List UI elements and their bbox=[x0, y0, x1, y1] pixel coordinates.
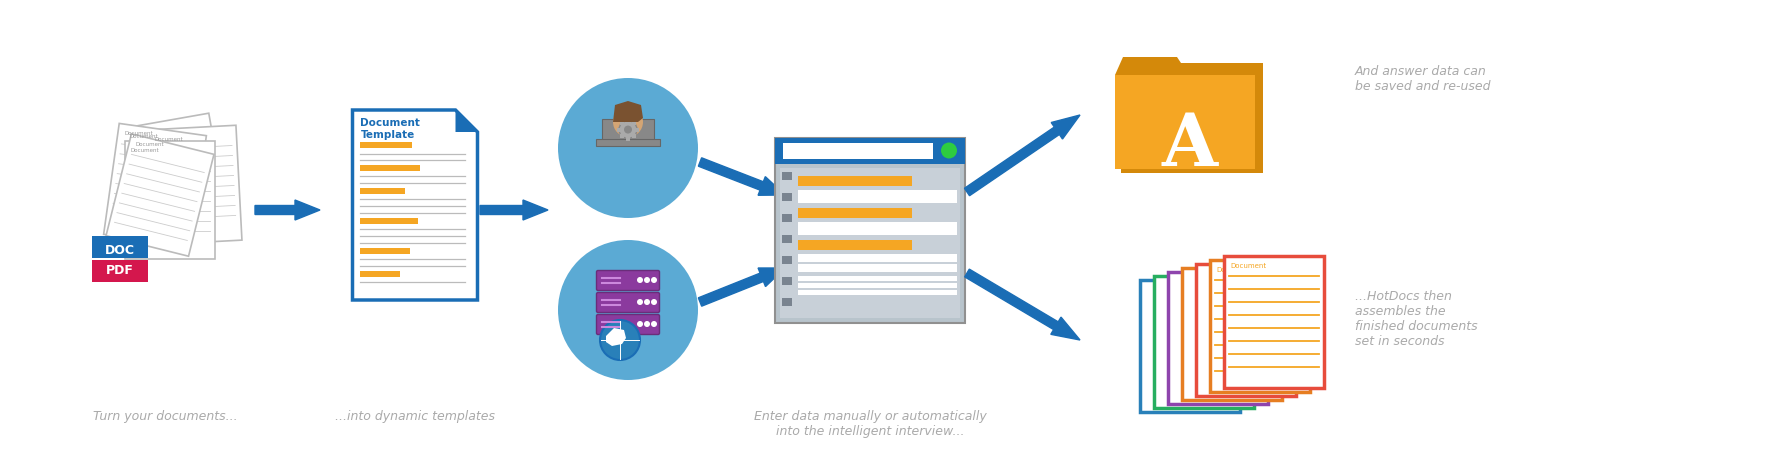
FancyBboxPatch shape bbox=[92, 236, 149, 258]
Text: And answer data can
be saved and re-used: And answer data can be saved and re-used bbox=[1355, 65, 1491, 93]
FancyBboxPatch shape bbox=[799, 208, 912, 218]
FancyBboxPatch shape bbox=[1224, 256, 1325, 388]
FancyBboxPatch shape bbox=[361, 271, 400, 277]
FancyBboxPatch shape bbox=[632, 134, 636, 138]
Circle shape bbox=[638, 277, 643, 283]
Circle shape bbox=[645, 277, 650, 283]
Text: Document: Document bbox=[154, 137, 182, 142]
FancyBboxPatch shape bbox=[799, 290, 956, 294]
Polygon shape bbox=[352, 110, 478, 300]
Text: ...HotDocs then
assembles the
finished documents
set in seconds: ...HotDocs then assembles the finished d… bbox=[1355, 290, 1477, 348]
FancyBboxPatch shape bbox=[779, 167, 960, 318]
FancyBboxPatch shape bbox=[149, 125, 243, 245]
Polygon shape bbox=[613, 101, 643, 122]
FancyBboxPatch shape bbox=[361, 248, 411, 254]
Text: Turn your documents...: Turn your documents... bbox=[92, 410, 237, 423]
Circle shape bbox=[623, 126, 632, 134]
FancyBboxPatch shape bbox=[632, 121, 636, 125]
FancyBboxPatch shape bbox=[799, 264, 956, 272]
Polygon shape bbox=[698, 158, 785, 195]
Text: PDF: PDF bbox=[106, 264, 135, 277]
FancyBboxPatch shape bbox=[776, 137, 965, 164]
Text: DOC: DOC bbox=[104, 244, 135, 256]
FancyBboxPatch shape bbox=[783, 192, 792, 201]
Circle shape bbox=[645, 299, 650, 305]
FancyBboxPatch shape bbox=[361, 188, 406, 194]
Polygon shape bbox=[255, 200, 321, 220]
Text: Document: Document bbox=[124, 131, 152, 136]
Polygon shape bbox=[698, 268, 785, 306]
Polygon shape bbox=[1121, 63, 1263, 173]
Polygon shape bbox=[606, 328, 625, 346]
FancyBboxPatch shape bbox=[625, 137, 630, 141]
Circle shape bbox=[600, 320, 639, 360]
Polygon shape bbox=[965, 269, 1080, 340]
Circle shape bbox=[638, 321, 643, 327]
FancyBboxPatch shape bbox=[799, 275, 956, 281]
FancyBboxPatch shape bbox=[783, 143, 933, 158]
FancyBboxPatch shape bbox=[1169, 272, 1268, 404]
FancyBboxPatch shape bbox=[1210, 260, 1311, 392]
Text: Document: Document bbox=[129, 134, 158, 139]
Circle shape bbox=[652, 277, 657, 283]
Circle shape bbox=[620, 120, 638, 138]
FancyBboxPatch shape bbox=[799, 221, 956, 235]
FancyBboxPatch shape bbox=[597, 292, 659, 312]
FancyBboxPatch shape bbox=[361, 218, 418, 224]
Circle shape bbox=[613, 107, 643, 137]
FancyBboxPatch shape bbox=[783, 255, 792, 264]
FancyBboxPatch shape bbox=[799, 239, 912, 249]
FancyBboxPatch shape bbox=[1155, 276, 1254, 408]
Text: Document: Document bbox=[136, 142, 165, 147]
FancyBboxPatch shape bbox=[106, 134, 214, 256]
Circle shape bbox=[558, 240, 698, 380]
Text: Document
Template: Document Template bbox=[361, 118, 420, 140]
Polygon shape bbox=[455, 110, 478, 132]
FancyBboxPatch shape bbox=[799, 254, 956, 262]
FancyBboxPatch shape bbox=[783, 172, 792, 180]
FancyBboxPatch shape bbox=[625, 118, 630, 123]
Polygon shape bbox=[480, 200, 547, 220]
Polygon shape bbox=[1116, 57, 1188, 75]
Text: Enter data manually or automatically
into the intelligent interview...: Enter data manually or automatically int… bbox=[754, 410, 986, 438]
FancyBboxPatch shape bbox=[783, 235, 792, 243]
Circle shape bbox=[652, 299, 657, 305]
FancyBboxPatch shape bbox=[616, 128, 622, 132]
Text: Document: Document bbox=[131, 148, 159, 153]
Text: Document: Document bbox=[1231, 263, 1266, 269]
FancyBboxPatch shape bbox=[122, 113, 228, 237]
Text: A: A bbox=[1162, 109, 1218, 181]
FancyBboxPatch shape bbox=[361, 142, 413, 148]
FancyBboxPatch shape bbox=[92, 260, 149, 282]
Circle shape bbox=[652, 321, 657, 327]
Circle shape bbox=[940, 143, 956, 158]
FancyBboxPatch shape bbox=[620, 121, 623, 125]
FancyBboxPatch shape bbox=[1141, 280, 1240, 412]
FancyBboxPatch shape bbox=[799, 190, 956, 202]
FancyBboxPatch shape bbox=[1195, 264, 1296, 396]
FancyBboxPatch shape bbox=[597, 271, 659, 291]
FancyBboxPatch shape bbox=[597, 315, 659, 335]
FancyBboxPatch shape bbox=[799, 175, 912, 185]
Text: ...into dynamic templates: ...into dynamic templates bbox=[335, 410, 496, 423]
FancyBboxPatch shape bbox=[799, 283, 956, 288]
FancyBboxPatch shape bbox=[361, 165, 420, 171]
Polygon shape bbox=[965, 115, 1080, 196]
Circle shape bbox=[638, 299, 643, 305]
FancyBboxPatch shape bbox=[783, 213, 792, 221]
FancyBboxPatch shape bbox=[620, 134, 623, 138]
FancyBboxPatch shape bbox=[126, 141, 214, 259]
FancyBboxPatch shape bbox=[597, 139, 661, 146]
Circle shape bbox=[645, 321, 650, 327]
FancyBboxPatch shape bbox=[636, 128, 639, 132]
FancyBboxPatch shape bbox=[783, 276, 792, 284]
FancyBboxPatch shape bbox=[776, 137, 965, 322]
FancyBboxPatch shape bbox=[104, 123, 207, 246]
FancyBboxPatch shape bbox=[1181, 268, 1282, 400]
Polygon shape bbox=[1116, 75, 1256, 169]
Text: Document: Document bbox=[1217, 267, 1252, 273]
FancyBboxPatch shape bbox=[602, 119, 653, 143]
FancyBboxPatch shape bbox=[783, 298, 792, 306]
Circle shape bbox=[558, 78, 698, 218]
